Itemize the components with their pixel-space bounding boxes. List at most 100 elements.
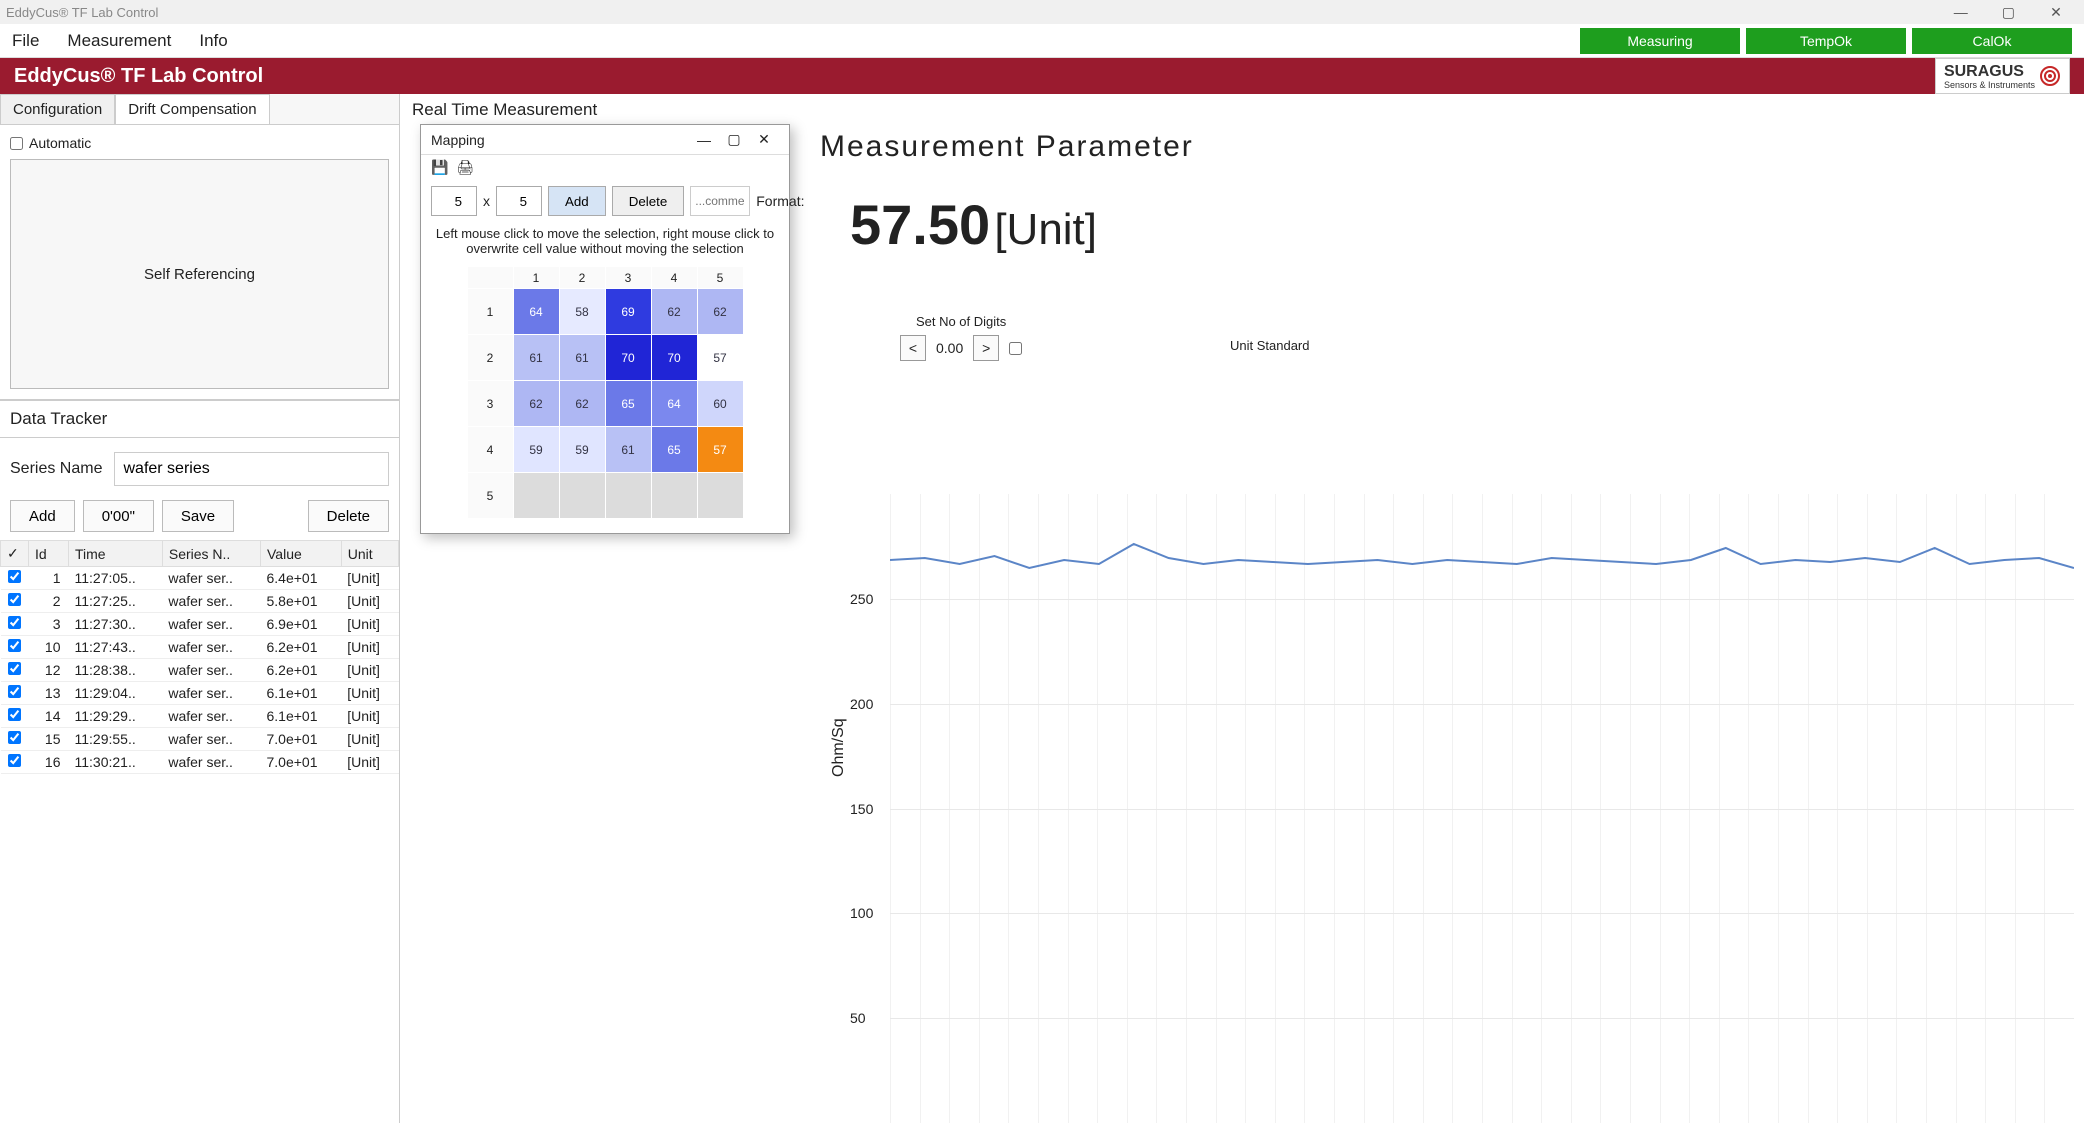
delete-button[interactable]: Delete xyxy=(308,500,389,532)
mapping-close-icon[interactable]: ✕ xyxy=(749,131,779,148)
mapping-comment-input[interactable] xyxy=(690,186,750,216)
mapping-cols-input[interactable] xyxy=(496,186,542,216)
menu-info[interactable]: Info xyxy=(199,31,227,51)
heat-cell[interactable]: 64 xyxy=(651,381,697,427)
row-checkbox[interactable] xyxy=(8,708,21,721)
heat-cell[interactable] xyxy=(559,473,605,519)
cell-value: 7.0e+01 xyxy=(261,751,342,774)
table-row[interactable]: 211:27:25..wafer ser..5.8e+01[Unit] xyxy=(1,590,399,613)
heat-cell[interactable]: 62 xyxy=(513,381,559,427)
cell-value: 6.4e+01 xyxy=(261,567,342,590)
heat-cell[interactable]: 64 xyxy=(513,289,559,335)
heat-cell[interactable]: 62 xyxy=(559,381,605,427)
col-unit[interactable]: Unit xyxy=(341,541,398,567)
save-icon[interactable]: 💾 xyxy=(431,159,448,175)
digits-decrease-button[interactable]: < xyxy=(900,335,926,361)
mapping-minimize-icon[interactable]: — xyxy=(689,132,719,148)
cell-series: wafer ser.. xyxy=(162,705,260,728)
mapping-titlebar[interactable]: Mapping — ▢ ✕ xyxy=(421,125,789,155)
heat-cell[interactable]: 61 xyxy=(559,335,605,381)
cell-series: wafer ser.. xyxy=(162,567,260,590)
mapping-dialog[interactable]: Mapping — ▢ ✕ 💾 🖨 x Add Delete Format: L… xyxy=(420,124,790,534)
tab-configuration[interactable]: Configuration xyxy=(0,94,115,124)
logo-subtext: Sensors & Instruments xyxy=(1944,81,2035,90)
cell-id: 14 xyxy=(29,705,69,728)
heat-cell[interactable] xyxy=(513,473,559,519)
col-value[interactable]: Value xyxy=(261,541,342,567)
table-row[interactable]: 1211:28:38..wafer ser..6.2e+01[Unit] xyxy=(1,659,399,682)
heat-cell[interactable] xyxy=(651,473,697,519)
row-checkbox[interactable] xyxy=(8,593,21,606)
close-icon[interactable]: ✕ xyxy=(2034,4,2078,21)
mapping-heatmap[interactable]: 1234516458696262261617070573626265646045… xyxy=(467,266,744,519)
tab-drift-compensation[interactable]: Drift Compensation xyxy=(115,94,269,124)
table-row[interactable]: 1011:27:43..wafer ser..6.2e+01[Unit] xyxy=(1,636,399,659)
add-button[interactable]: Add xyxy=(10,500,75,532)
heat-cell[interactable]: 62 xyxy=(651,289,697,335)
target-icon xyxy=(2039,65,2061,87)
table-row[interactable]: 1611:30:21..wafer ser..7.0e+01[Unit] xyxy=(1,751,399,774)
mapping-x-label: x xyxy=(483,193,490,209)
digits-increase-button[interactable]: > xyxy=(973,335,999,361)
cell-value: 7.0e+01 xyxy=(261,728,342,751)
row-checkbox[interactable] xyxy=(8,731,21,744)
heat-cell[interactable]: 65 xyxy=(605,381,651,427)
automatic-row[interactable]: Automatic xyxy=(10,135,389,151)
heat-cell[interactable]: 60 xyxy=(697,381,743,427)
mapping-add-button[interactable]: Add xyxy=(548,186,606,216)
print-icon[interactable]: 🖨 xyxy=(456,159,474,175)
table-row[interactable]: 1411:29:29..wafer ser..6.1e+01[Unit] xyxy=(1,705,399,728)
heat-cell[interactable]: 70 xyxy=(605,335,651,381)
cell-time: 11:27:43.. xyxy=(69,636,163,659)
heat-cell[interactable]: 70 xyxy=(651,335,697,381)
heat-cell[interactable]: 69 xyxy=(605,289,651,335)
heat-cell[interactable]: 59 xyxy=(559,427,605,473)
col-series[interactable]: Series N.. xyxy=(162,541,260,567)
menu-file[interactable]: File xyxy=(12,31,39,51)
chart-ylabel: Ohm/Sq xyxy=(830,718,848,777)
row-checkbox[interactable] xyxy=(8,570,21,583)
table-row[interactable]: 111:27:05..wafer ser..6.4e+01[Unit] xyxy=(1,567,399,590)
table-row[interactable]: 1511:29:55..wafer ser..7.0e+01[Unit] xyxy=(1,728,399,751)
heat-cell[interactable]: 62 xyxy=(697,289,743,335)
zero-timer-button[interactable]: 0'00" xyxy=(83,500,154,532)
table-row[interactable]: 311:27:30..wafer ser..6.9e+01[Unit] xyxy=(1,613,399,636)
heat-cell[interactable]: 65 xyxy=(651,427,697,473)
row-checkbox[interactable] xyxy=(8,662,21,675)
cell-id: 15 xyxy=(29,728,69,751)
menu-measurement[interactable]: Measurement xyxy=(67,31,171,51)
col-check[interactable]: ✓ xyxy=(1,541,29,567)
row-checkbox[interactable] xyxy=(8,639,21,652)
tracker-button-row: Add 0'00" Save Delete xyxy=(0,500,399,540)
maximize-icon[interactable]: ▢ xyxy=(1986,4,2030,21)
brand-logo: SURAGUS Sensors & Instruments xyxy=(1935,58,2070,94)
heat-cell[interactable]: 57 xyxy=(697,427,743,473)
row-checkbox[interactable] xyxy=(8,754,21,767)
cell-time: 11:29:55.. xyxy=(69,728,163,751)
automatic-checkbox[interactable] xyxy=(10,137,23,150)
mapping-rows-input[interactable] xyxy=(431,186,477,216)
mapping-toolbar: 💾 🖨 xyxy=(421,155,789,180)
save-button[interactable]: Save xyxy=(162,500,234,532)
mapping-maximize-icon[interactable]: ▢ xyxy=(719,131,749,148)
heat-cell[interactable]: 58 xyxy=(559,289,605,335)
chart-ytick: 150 xyxy=(850,801,873,817)
heat-cell[interactable]: 61 xyxy=(513,335,559,381)
mapping-delete-button[interactable]: Delete xyxy=(612,186,685,216)
row-checkbox[interactable] xyxy=(8,685,21,698)
heat-cell[interactable] xyxy=(697,473,743,519)
heat-cell[interactable]: 57 xyxy=(697,335,743,381)
realtime-header: Real Time Measurement xyxy=(400,94,2084,126)
digits-checkbox[interactable] xyxy=(1009,342,1022,355)
col-id[interactable]: Id xyxy=(29,541,69,567)
row-checkbox[interactable] xyxy=(8,616,21,629)
table-row[interactable]: 1311:29:04..wafer ser..6.1e+01[Unit] xyxy=(1,682,399,705)
series-name-input[interactable] xyxy=(114,452,389,486)
heat-cell[interactable]: 59 xyxy=(513,427,559,473)
heat-cell[interactable]: 61 xyxy=(605,427,651,473)
heat-cell[interactable] xyxy=(605,473,651,519)
col-time[interactable]: Time xyxy=(69,541,163,567)
minimize-icon[interactable]: — xyxy=(1939,4,1983,20)
status-calok: CalOk xyxy=(1912,28,2072,54)
chart-ytick: 250 xyxy=(850,591,873,607)
